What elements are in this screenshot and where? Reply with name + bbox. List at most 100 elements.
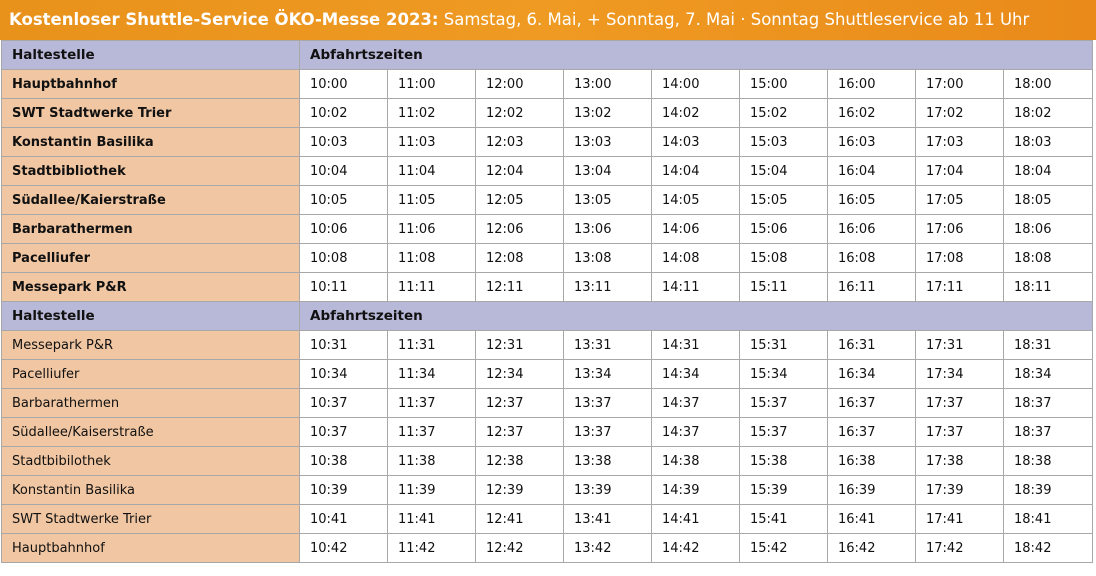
departure-time: 12:42 bbox=[475, 533, 564, 563]
departure-time: 13:03 bbox=[563, 127, 652, 157]
stop-name: Pacelliufer bbox=[1, 359, 300, 389]
departure-time: 12:41 bbox=[475, 504, 564, 534]
departure-time: 16:37 bbox=[827, 388, 916, 418]
departure-time: 16:08 bbox=[827, 243, 916, 273]
departure-time: 10:02 bbox=[299, 98, 388, 128]
departure-time: 14:38 bbox=[651, 446, 740, 476]
departure-time: 17:37 bbox=[915, 417, 1004, 447]
departure-time: 11:42 bbox=[387, 533, 476, 563]
departure-time: 12:00 bbox=[475, 69, 564, 99]
departure-time: 13:42 bbox=[563, 533, 652, 563]
departure-time: 12:38 bbox=[475, 446, 564, 476]
stop-name: Konstantin Basilika bbox=[1, 127, 300, 157]
departure-time: 12:37 bbox=[475, 388, 564, 418]
header-row: Haltestelle Abfahrtszeiten bbox=[1, 40, 1094, 70]
shuttle-timetable: Haltestelle Abfahrtszeiten Hauptbahnhof 10:… bbox=[1, 40, 1094, 563]
departure-time: 10:41 bbox=[299, 504, 388, 534]
departure-time: 18:04 bbox=[1002, 156, 1094, 186]
departure-time: 16:03 bbox=[827, 127, 916, 157]
departure-time: 12:03 bbox=[475, 127, 564, 157]
table-row: Barbarathermen 10:37 11:37 12:37 13:37 14:37 1… bbox=[1, 388, 1094, 418]
departure-time: 11:41 bbox=[387, 504, 476, 534]
stop-name: Barbarathermen bbox=[1, 388, 300, 418]
departure-time: 12:11 bbox=[475, 272, 564, 302]
stop-name: SWT Stadtwerke Trier bbox=[1, 504, 300, 534]
departure-time: 10:31 bbox=[299, 330, 388, 360]
stop-name: Pacelliufer bbox=[1, 243, 300, 273]
departure-time: 14:11 bbox=[651, 272, 740, 302]
departure-time: 16:31 bbox=[827, 330, 916, 360]
departure-time: 15:41 bbox=[739, 504, 828, 534]
departure-time: 13:31 bbox=[563, 330, 652, 360]
departure-time: 11:37 bbox=[387, 417, 476, 447]
departure-time: 17:04 bbox=[915, 156, 1004, 186]
departure-time: 11:06 bbox=[387, 214, 476, 244]
stop-name: Konstantin Basilika bbox=[1, 475, 300, 505]
departure-time: 10:39 bbox=[299, 475, 388, 505]
departure-time: 18:08 bbox=[1002, 243, 1094, 273]
departure-time: 18:42 bbox=[1002, 533, 1094, 563]
departure-time: 14:37 bbox=[651, 417, 740, 447]
departure-time: 14:39 bbox=[651, 475, 740, 505]
departure-time: 12:05 bbox=[475, 185, 564, 215]
departure-time: 13:11 bbox=[563, 272, 652, 302]
table-row: SWT Stadtwerke Trier 10:41 11:41 12:41 13:41… bbox=[1, 504, 1094, 534]
departure-time: 12:39 bbox=[475, 475, 564, 505]
departure-time: 17:08 bbox=[915, 243, 1004, 273]
departure-time: 17:42 bbox=[915, 533, 1004, 563]
departure-time: 15:37 bbox=[739, 388, 828, 418]
departure-time: 11:02 bbox=[387, 98, 476, 128]
departure-time: 13:38 bbox=[563, 446, 652, 476]
departure-time: 18:02 bbox=[1002, 98, 1094, 128]
table-row: Messepark P&R 10:31 11:31 12:31 13:31 14:31 15… bbox=[1, 330, 1094, 360]
departure-time: 12:04 bbox=[475, 156, 564, 186]
table-row: Hauptbahnhof 10:42 11:42 12:42 13:42 14:42 15:… bbox=[1, 533, 1094, 563]
departure-time: 16:04 bbox=[827, 156, 916, 186]
departure-time: 15:06 bbox=[739, 214, 828, 244]
departure-time: 13:05 bbox=[563, 185, 652, 215]
departure-time: 17:00 bbox=[915, 69, 1004, 99]
table-row: Hauptbahnhof 10:00 11:00 12:00 13:00 14:00 15:… bbox=[1, 69, 1094, 99]
departure-time: 17:02 bbox=[915, 98, 1004, 128]
departure-time: 18:37 bbox=[1002, 388, 1094, 418]
departure-time: 15:03 bbox=[739, 127, 828, 157]
departure-time: 16:41 bbox=[827, 504, 916, 534]
table-row: Pacelliufer 10:08 11:08 12:08 13:08 14:08 15:0… bbox=[1, 243, 1094, 273]
departure-time: 14:41 bbox=[651, 504, 740, 534]
departure-time: 10:05 bbox=[299, 185, 388, 215]
departure-time: 12:02 bbox=[475, 98, 564, 128]
departure-time: 15:34 bbox=[739, 359, 828, 389]
banner-title-bold: Kostenloser Shuttle-Service ÖKO-Messe 20… bbox=[9, 10, 439, 29]
departure-time: 17:06 bbox=[915, 214, 1004, 244]
departure-time: 16:11 bbox=[827, 272, 916, 302]
departure-time: 18:41 bbox=[1002, 504, 1094, 534]
departure-time: 10:38 bbox=[299, 446, 388, 476]
table-row: Barbarathermen 10:06 11:06 12:06 13:06 14:06 1… bbox=[1, 214, 1094, 244]
departure-time: 11:37 bbox=[387, 388, 476, 418]
departure-time: 11:11 bbox=[387, 272, 476, 302]
departure-time: 17:39 bbox=[915, 475, 1004, 505]
departure-time: 14:00 bbox=[651, 69, 740, 99]
table-row: Messepark P&R 10:11 11:11 12:11 13:11 14:11 15… bbox=[1, 272, 1094, 302]
departure-time: 15:00 bbox=[739, 69, 828, 99]
departure-time: 18:05 bbox=[1002, 185, 1094, 215]
stop-name: Hauptbahnhof bbox=[1, 533, 300, 563]
stop-name: Südallee/Kaierstraße bbox=[1, 185, 300, 215]
departure-time: 10:11 bbox=[299, 272, 388, 302]
departure-time: 14:37 bbox=[651, 388, 740, 418]
departure-time: 11:00 bbox=[387, 69, 476, 99]
departure-time: 11:08 bbox=[387, 243, 476, 273]
stop-name: Messepark P&R bbox=[1, 330, 300, 360]
departure-time: 16:00 bbox=[827, 69, 916, 99]
departure-time: 13:04 bbox=[563, 156, 652, 186]
departure-time: 16:37 bbox=[827, 417, 916, 447]
departure-time: 10:03 bbox=[299, 127, 388, 157]
departure-time: 15:04 bbox=[739, 156, 828, 186]
stop-name: Hauptbahnhof bbox=[1, 69, 300, 99]
departure-time: 18:31 bbox=[1002, 330, 1094, 360]
stop-name: Südallee/Kaiserstraße bbox=[1, 417, 300, 447]
departure-time: 13:02 bbox=[563, 98, 652, 128]
departure-time: 10:00 bbox=[299, 69, 388, 99]
departure-time: 15:42 bbox=[739, 533, 828, 563]
departure-time: 14:06 bbox=[651, 214, 740, 244]
